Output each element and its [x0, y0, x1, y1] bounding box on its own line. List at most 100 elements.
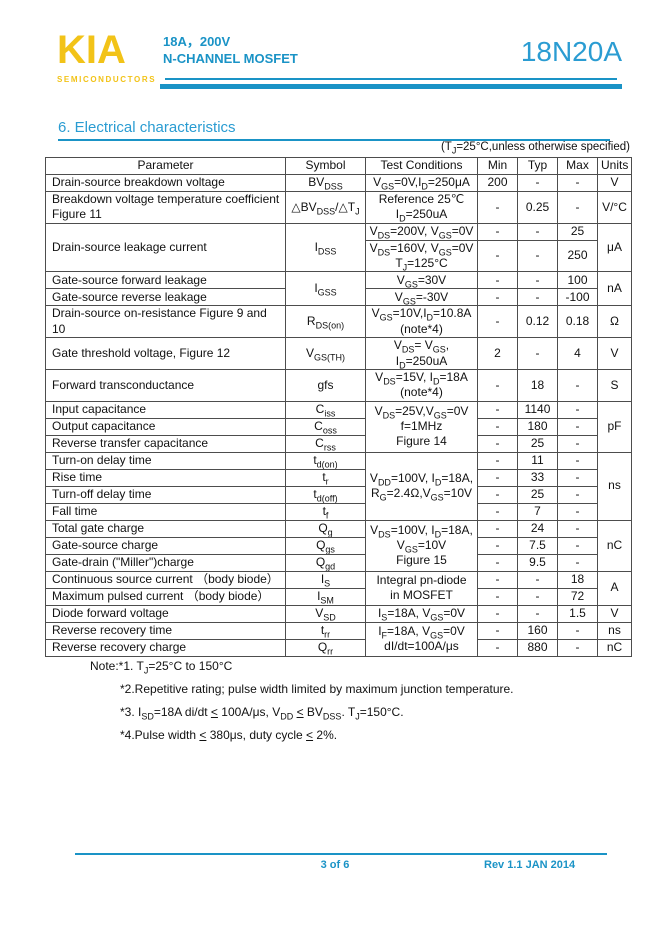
min-cell: -	[477, 621, 518, 640]
table-row: Output capacitance Coss - 180 -	[45, 417, 632, 436]
units-cell: A	[597, 570, 632, 606]
max-cell: 100	[557, 271, 598, 290]
typ-cell: 160	[517, 621, 558, 640]
max-cell: -	[557, 519, 598, 538]
table-row: Continuous source current （body biode） I…	[45, 570, 632, 606]
symbol-cell: Crss	[285, 434, 366, 453]
units-cell: μA	[597, 222, 632, 273]
min-cell: -	[477, 468, 518, 487]
typ-cell: 0.25	[517, 191, 558, 224]
typ-cell: -	[517, 288, 558, 307]
min-cell: -	[477, 239, 518, 273]
max-cell: -	[557, 417, 598, 436]
min-cell: -	[477, 638, 518, 657]
test-condition-note: (TJ=25°C,unless otherwise specified)	[440, 141, 630, 156]
cond-cell: VGS=10V,ID=10.8A (note*4)	[365, 305, 478, 339]
cond-cell: VGS=0V,ID=250μA	[365, 174, 478, 192]
units-cell: S	[597, 368, 632, 402]
param-cell: Turn-off delay time	[45, 485, 286, 504]
table-row: Maximum pulsed current （body biode） ISM …	[45, 587, 632, 606]
table-header-row: Parameter Symbol Test Conditions Min Typ…	[45, 157, 632, 175]
symbol-cell: ISM	[285, 587, 366, 606]
brand-logo-text: KIA	[57, 28, 126, 72]
note-line: *4.Pulse width < 380μs, duty cycle < 2%.	[120, 728, 338, 742]
typ-cell: 7	[517, 502, 558, 521]
max-cell: -	[557, 434, 598, 453]
param-cell: Total gate charge	[45, 519, 286, 538]
brand-logo: KIA SEMICONDUCTORS	[57, 28, 156, 84]
units-cell: nA	[597, 271, 632, 307]
units-cell: V/°C	[597, 191, 632, 224]
max-cell: 72	[557, 587, 598, 606]
typ-cell: -	[517, 570, 558, 589]
footer-rule	[75, 853, 607, 855]
param-cell: Reverse recovery charge	[45, 638, 286, 657]
symbol-cell: IGSS	[285, 271, 366, 307]
symbol-cell: tr	[285, 468, 366, 487]
units-cell: V	[597, 174, 632, 192]
cond-cell: Integral pn-diode in MOSFET	[365, 570, 478, 606]
cond-cell: IF=18A, VGS=0V dI/dt=100A/μs	[365, 621, 478, 657]
symbol-cell: Ciss	[285, 400, 366, 419]
cond-cell: VDS=160V, VGS=0V TJ=125°C	[365, 239, 478, 273]
units-cell: Ω	[597, 305, 632, 339]
symbol-cell: VSD	[285, 604, 366, 623]
min-cell: -	[477, 434, 518, 453]
units-cell: nC	[597, 638, 632, 657]
product-summary: 18A，200V N-CHANNEL MOSFET	[163, 33, 298, 67]
min-cell: -	[477, 604, 518, 623]
param-cell: Diode forward voltage	[45, 604, 286, 623]
cond-cell: VDD=100V, ID=18A, RG=2.4Ω,VGS=10V	[365, 451, 478, 521]
max-cell: -	[557, 191, 598, 224]
param-cell: Reverse recovery time	[45, 621, 286, 640]
max-cell: -	[557, 468, 598, 487]
col-header-units: Units	[597, 157, 632, 175]
min-cell: -	[477, 191, 518, 224]
symbol-cell: Qrr	[285, 638, 366, 657]
param-cell: Drain-source on-resistance Figure 9 and …	[45, 305, 286, 339]
max-cell: -100	[557, 288, 598, 307]
max-cell: 25	[557, 222, 598, 241]
max-cell: 1.5	[557, 604, 598, 623]
units-cell: ns	[597, 451, 632, 521]
symbol-cell: trr	[285, 621, 366, 640]
typ-cell: -	[517, 604, 558, 623]
min-cell: -	[477, 400, 518, 419]
min-cell: -	[477, 271, 518, 290]
max-cell: -	[557, 638, 598, 657]
cond-cell: VGS=30V	[365, 271, 478, 290]
symbol-cell: BVDSS	[285, 174, 366, 192]
param-cell: Drain-source leakage current	[45, 222, 286, 273]
min-cell: 2	[477, 337, 518, 370]
symbol-cell: IDSS	[285, 222, 366, 273]
typ-cell: 25	[517, 434, 558, 453]
table-row: Gate-drain ("Miller")charge Qgd - 9.5 -	[45, 553, 632, 572]
revision-label: Rev 1.1 JAN 2014	[484, 859, 576, 871]
max-cell: 250	[557, 239, 598, 273]
units-cell: ns	[597, 621, 632, 640]
symbol-cell: VGS(TH)	[285, 337, 366, 370]
symbol-cell: Qgs	[285, 536, 366, 555]
col-header-typ: Typ	[517, 157, 558, 175]
min-cell: -	[477, 502, 518, 521]
param-cell: Gate-source charge	[45, 536, 286, 555]
typ-cell: -	[517, 337, 558, 370]
symbol-cell: gfs	[285, 368, 366, 402]
table-row: Drain-source breakdown voltage BVDSS VGS…	[45, 174, 632, 192]
max-cell: -	[557, 451, 598, 470]
param-cell: Gate-source reverse leakage	[45, 288, 286, 307]
cond-cell: Reference 25℃ ID=250uA	[365, 191, 478, 224]
min-cell: -	[477, 451, 518, 470]
header-rule-thick	[160, 84, 622, 89]
param-cell: Forward transconductance	[45, 368, 286, 402]
symbol-cell: △BVDSS/△TJ	[285, 191, 366, 224]
table-row: Gate-source forward leakage IGSS VGS=30V…	[45, 271, 632, 307]
symbol-cell: td(on)	[285, 451, 366, 470]
min-cell: -	[477, 417, 518, 436]
typ-cell: -	[517, 239, 558, 273]
notes-block: Note:*1. TJ=25°C to 150°C *2.Repetitive …	[90, 659, 514, 751]
symbol-cell: Qg	[285, 519, 366, 538]
table-row: Gate threshold voltage, Figure 12 VGS(TH…	[45, 337, 632, 370]
typ-cell: 11	[517, 451, 558, 470]
part-number: 18N20A	[520, 36, 622, 67]
